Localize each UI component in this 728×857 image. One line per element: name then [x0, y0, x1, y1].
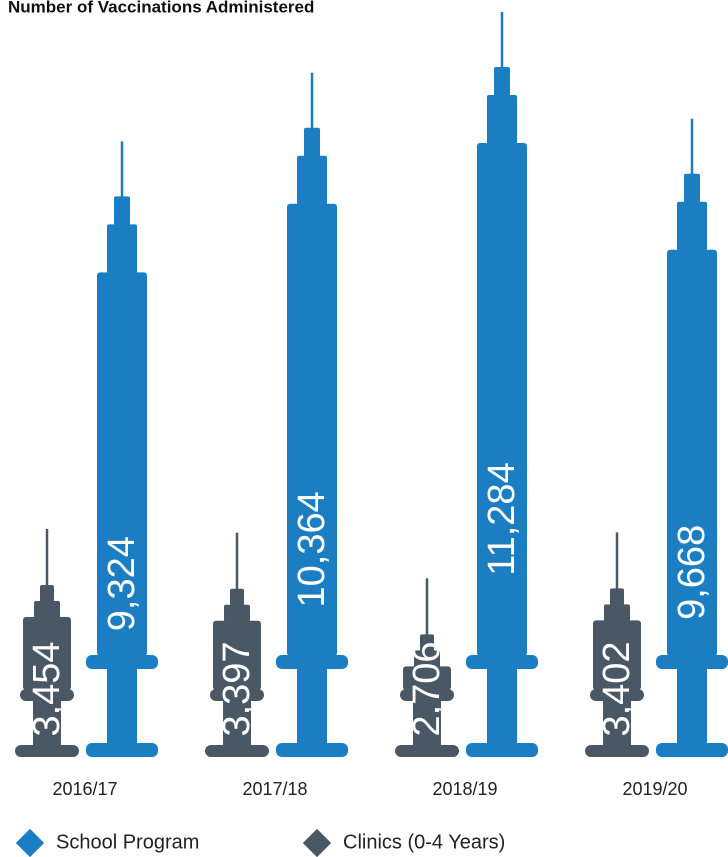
- syringe-finger-flange: [466, 655, 538, 669]
- syringe-plunger: [413, 701, 441, 746]
- syringe-barrel: [287, 203, 337, 656]
- syringe-hub: [107, 224, 137, 274]
- value-label: 2,706: [406, 641, 448, 736]
- syringe-end-flange: [656, 743, 728, 757]
- value-label: 3,454: [26, 641, 68, 736]
- legend-label: Clinics (0-4 Years): [343, 831, 505, 853]
- syringe-plunger: [297, 669, 327, 744]
- syringe: [466, 12, 538, 757]
- syringe-needle: [690, 118, 694, 175]
- syringe-end-flange: [205, 745, 269, 757]
- syringe-hub: [34, 600, 60, 618]
- syringe: [656, 118, 728, 757]
- syringe-finger-flange: [590, 689, 644, 701]
- syringe-barrel: [97, 272, 147, 656]
- syringe-finger-flange: [276, 655, 348, 669]
- syringe-finger-flange: [400, 689, 454, 701]
- syringe-hub: [297, 155, 327, 205]
- syringe-needle: [235, 532, 239, 590]
- syringe-plunger: [487, 669, 517, 744]
- syringe-tip: [684, 173, 700, 203]
- syringe-end-flange: [15, 745, 79, 757]
- syringe-barrel: [593, 620, 641, 690]
- syringe-plunger: [677, 669, 707, 744]
- syringe-end-flange: [86, 743, 158, 757]
- syringe-hub: [414, 650, 440, 668]
- syringe: [276, 72, 348, 757]
- syringe-barrel: [477, 143, 527, 656]
- syringe-tip: [494, 67, 510, 96]
- syringe-plunger: [33, 701, 61, 746]
- value-label: 9,324: [101, 536, 143, 631]
- value-label: 10,364: [291, 491, 333, 607]
- syringe-needle: [615, 532, 619, 590]
- syringe-plunger: [603, 701, 631, 746]
- legend-swatch: [15, 828, 45, 857]
- syringe-hub: [224, 604, 250, 622]
- legend-label: School Program: [56, 831, 199, 853]
- syringe-tip: [230, 588, 244, 606]
- syringe-needle: [310, 72, 314, 129]
- syringe: [395, 578, 459, 757]
- syringe-finger-flange: [656, 655, 728, 669]
- syringe-barrel: [213, 620, 261, 690]
- value-label: 3,402: [596, 641, 638, 736]
- syringe-barrel: [667, 249, 717, 656]
- x-tick-label: 2017/18: [242, 779, 307, 799]
- syringe-finger-flange: [86, 655, 158, 669]
- syringe-barrel: [23, 616, 71, 690]
- syringe: [585, 532, 649, 757]
- syringe-barrel: [403, 666, 451, 690]
- syringe-tip: [420, 634, 434, 652]
- value-label: 3,397: [216, 641, 258, 736]
- x-tick-label: 2016/17: [52, 779, 117, 799]
- syringe-finger-flange: [210, 689, 264, 701]
- syringe-end-flange: [395, 745, 459, 757]
- syringe-needle: [120, 141, 124, 198]
- syringe-end-flange: [276, 743, 348, 757]
- syringe-finger-flange: [20, 689, 74, 701]
- chart-title: Number of Vaccinations Administered: [8, 0, 314, 16]
- syringe-end-flange: [585, 745, 649, 757]
- syringe-hub: [677, 201, 707, 251]
- syringe-plunger: [223, 701, 251, 746]
- syringe-tip: [304, 127, 320, 157]
- value-label: 11,284: [481, 462, 523, 575]
- syringe-plunger: [107, 669, 137, 744]
- syringe: [205, 532, 269, 757]
- syringe-end-flange: [466, 743, 538, 757]
- syringe-tip: [610, 588, 624, 606]
- syringe-hub: [487, 95, 517, 144]
- syringe-tip: [40, 584, 54, 602]
- syringe-hub: [604, 604, 630, 622]
- x-tick-label: 2019/20: [622, 779, 687, 799]
- syringe: [86, 141, 158, 757]
- syringe: [15, 528, 79, 757]
- legend-swatch: [302, 828, 332, 857]
- syringe-needle: [425, 578, 429, 636]
- value-label: 9,668: [671, 525, 713, 620]
- syringe-needle: [45, 528, 49, 586]
- syringe-needle: [500, 12, 504, 68]
- syringe-tip: [114, 196, 130, 226]
- x-tick-label: 2018/19: [432, 779, 497, 799]
